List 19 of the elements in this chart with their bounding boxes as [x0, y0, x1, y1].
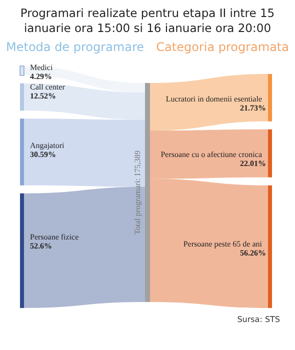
data-label: 12.52% [30, 91, 56, 100]
category-label: Persoane fizice [30, 232, 80, 242]
data-label: 22.01% [240, 159, 266, 168]
category-label: Medici [30, 63, 54, 72]
category-label: Call center [30, 82, 66, 92]
category-label: Lucratori in domenii esentiale [166, 94, 262, 104]
data-label: 52.6% [30, 242, 52, 251]
text: Metoda de programare [6, 40, 144, 54]
text: Total programari: 175,389 [133, 150, 142, 235]
data-label: 56.26% [240, 248, 266, 258]
text: Sursa: STS [237, 315, 280, 324]
data-label: 30.59% [30, 150, 56, 160]
text: Categoria programata [156, 40, 289, 54]
category-label: Persoane cu o afectiune cronica [160, 150, 262, 160]
text: Programari realizate pentru etapa II intre 15 ianuarie ora 15:00 si 16 ianuarie ora 20:00 [19, 6, 276, 36]
data-label: 21.73% [240, 103, 266, 112]
category-label: Angajatori [30, 141, 65, 150]
category-label: Persoane peste 65 de ani [183, 240, 263, 249]
data-label: 4.29% [30, 72, 52, 82]
